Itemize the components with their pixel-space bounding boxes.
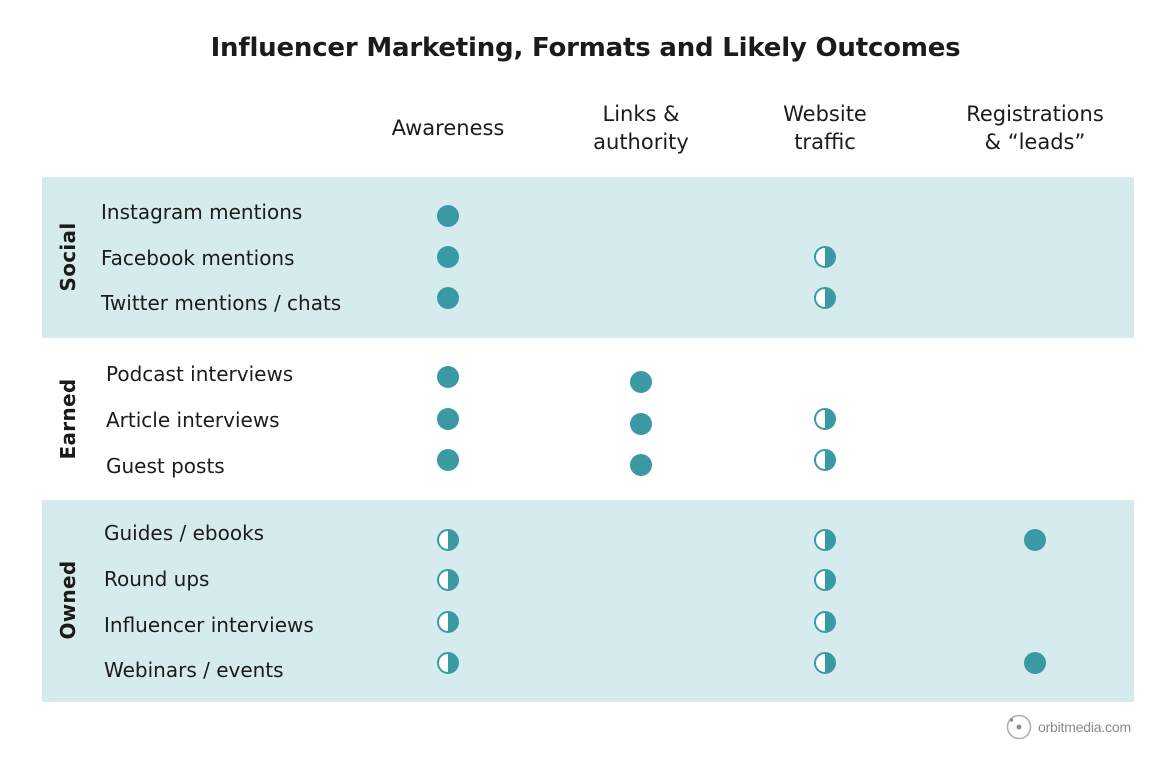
full-dot-icon <box>437 287 459 309</box>
half-dot-icon <box>814 529 836 551</box>
column-header-line2: & “leads” <box>984 130 1086 154</box>
chart-title: Influencer Marketing, Formats and Likely… <box>210 33 961 63</box>
half-dot-icon <box>814 408 836 430</box>
half-dot-icon <box>814 449 836 471</box>
full-dot-icon <box>437 408 459 430</box>
half-dot-icon <box>814 287 836 309</box>
group-label-earned: Earned <box>56 378 80 460</box>
half-dot-icon <box>437 569 459 591</box>
full-dot-icon <box>437 205 459 227</box>
row-label: Podcast interviews <box>106 362 294 386</box>
half-dot-icon <box>814 611 836 633</box>
group-label-social: Social <box>56 222 80 292</box>
row-label: Influencer interviews <box>104 613 314 637</box>
footer-logo: orbitmedia.com <box>1006 714 1131 740</box>
logo-text: orbitmedia.com <box>1038 719 1131 735</box>
orbit-logo-icon <box>1006 714 1032 740</box>
half-dot-icon <box>814 569 836 591</box>
row-label: Webinars / events <box>104 658 284 682</box>
column-header-awareness: Awareness <box>348 114 548 142</box>
row-label: Twitter mentions / chats <box>101 291 342 315</box>
band-owned <box>42 500 1134 702</box>
row-label: Round ups <box>104 567 210 591</box>
half-dot-icon <box>814 652 836 674</box>
group-label-owned: Owned <box>56 560 80 640</box>
column-header-website-traffic: Website traffic <box>725 100 925 156</box>
row-label: Guest posts <box>106 454 225 478</box>
half-dot-icon <box>437 611 459 633</box>
column-header-line1: Website <box>783 102 867 126</box>
column-header-line2: traffic <box>794 130 856 154</box>
full-dot-icon <box>437 246 459 268</box>
full-dot-icon <box>630 454 652 476</box>
row-label: Facebook mentions <box>101 246 295 270</box>
full-dot-icon <box>630 371 652 393</box>
column-header-line1: Registrations <box>966 102 1104 126</box>
full-dot-icon <box>630 413 652 435</box>
column-header-line2: authority <box>593 130 689 154</box>
column-header-line1: Awareness <box>391 116 505 140</box>
half-dot-icon <box>814 246 836 268</box>
half-dot-icon <box>437 529 459 551</box>
row-label: Guides / ebooks <box>104 521 265 545</box>
band-social <box>42 177 1134 338</box>
full-dot-icon <box>1024 529 1046 551</box>
full-dot-icon <box>1024 652 1046 674</box>
column-header-line1: Links & <box>602 102 680 126</box>
row-label: Article interviews <box>106 408 280 432</box>
column-header-registrations-leads: Registrations & “leads” <box>935 100 1135 156</box>
half-dot-icon <box>437 652 459 674</box>
full-dot-icon <box>437 366 459 388</box>
column-header-links-authority: Links & authority <box>541 100 741 156</box>
row-label: Instagram mentions <box>101 200 303 224</box>
full-dot-icon <box>437 449 459 471</box>
